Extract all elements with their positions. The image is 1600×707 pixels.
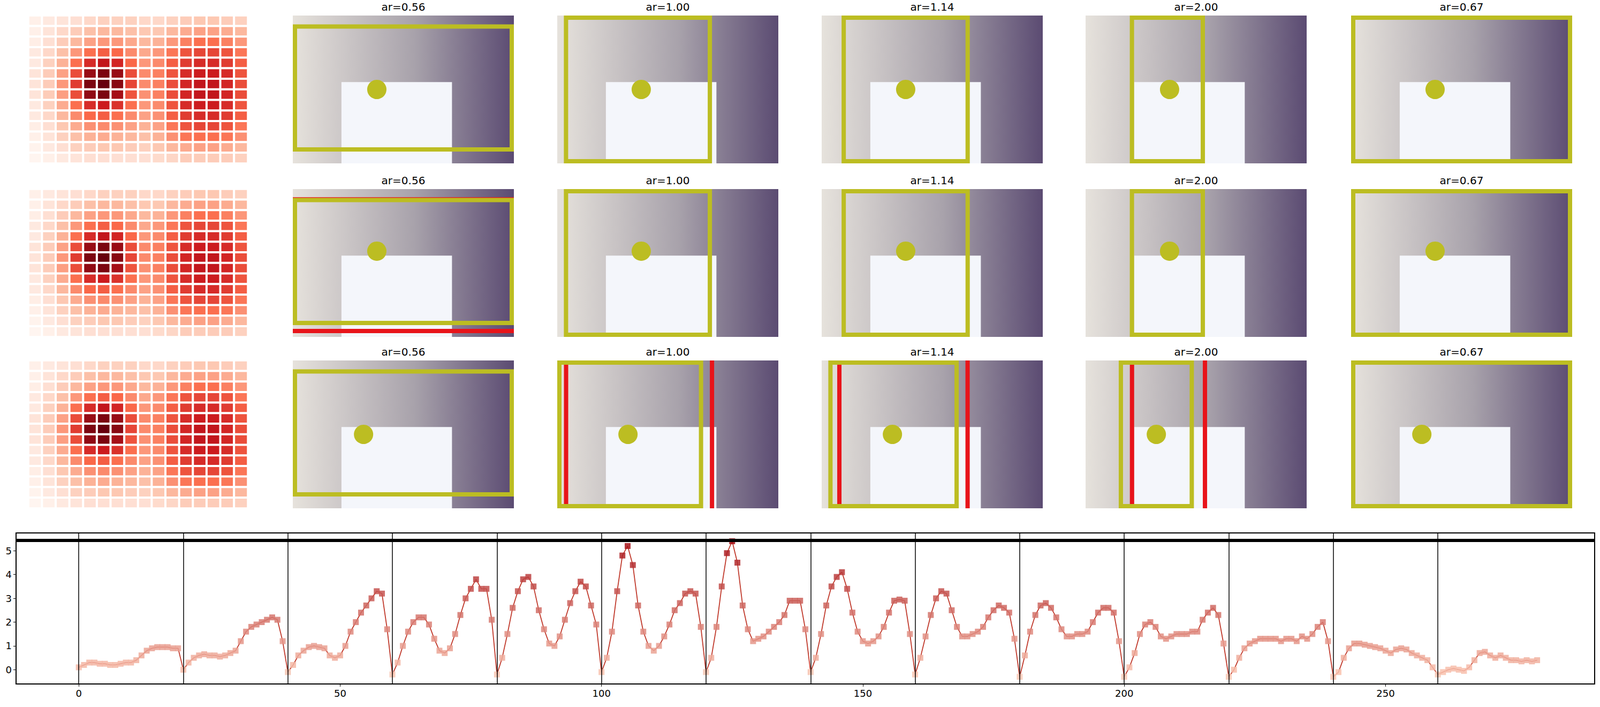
- svg-text:150: 150: [853, 687, 872, 699]
- svg-text:ar=2.00: ar=2.00: [1174, 173, 1219, 187]
- svg-text:ar=1.14: ar=1.14: [910, 173, 955, 187]
- svg-text:ar=1.00: ar=1.00: [646, 0, 690, 14]
- svg-text:ar=1.00: ar=1.00: [646, 173, 690, 187]
- svg-text:ar=1.00: ar=1.00: [646, 345, 690, 359]
- svg-text:5: 5: [5, 544, 12, 557]
- svg-text:4: 4: [5, 568, 12, 580]
- svg-text:ar=2.00: ar=2.00: [1174, 345, 1219, 359]
- svg-text:ar=0.56: ar=0.56: [381, 345, 426, 359]
- svg-text:ar=0.56: ar=0.56: [381, 0, 426, 14]
- svg-text:ar=0.67: ar=0.67: [1439, 345, 1484, 359]
- svg-text:1: 1: [5, 639, 12, 651]
- svg-text:ar=1.14: ar=1.14: [910, 0, 955, 14]
- svg-text:ar=0.56: ar=0.56: [381, 173, 426, 187]
- svg-text:200: 200: [1115, 687, 1134, 699]
- svg-text:ar=2.00: ar=2.00: [1174, 0, 1219, 14]
- svg-text:0: 0: [5, 663, 12, 676]
- svg-text:250: 250: [1376, 687, 1395, 699]
- svg-text:0: 0: [75, 687, 82, 699]
- svg-text:2: 2: [5, 616, 12, 628]
- svg-text:ar=0.67: ar=0.67: [1439, 0, 1484, 14]
- svg-text:50: 50: [334, 687, 347, 699]
- svg-text:3: 3: [5, 592, 12, 604]
- svg-text:100: 100: [592, 687, 611, 699]
- svg-text:ar=1.14: ar=1.14: [910, 345, 955, 359]
- svg-text:ar=0.67: ar=0.67: [1439, 173, 1484, 187]
